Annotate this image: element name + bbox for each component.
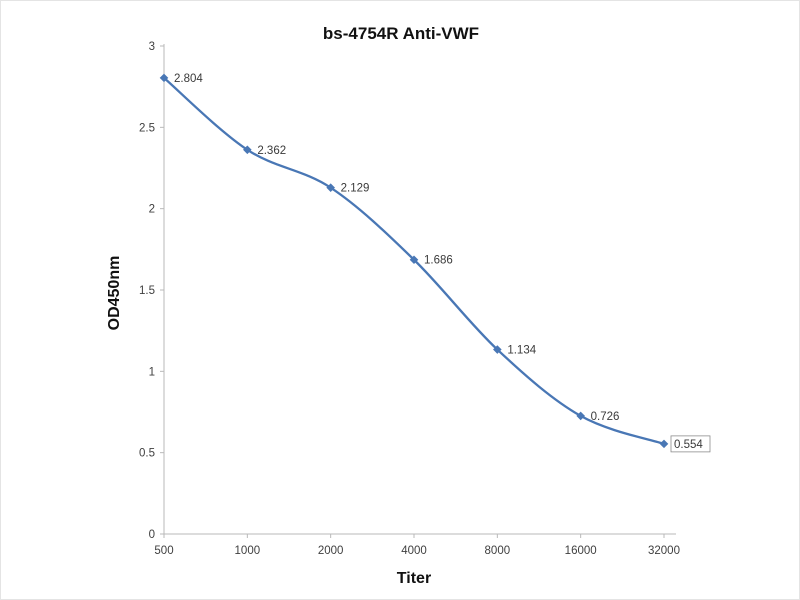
- x-tick-label: 1000: [235, 545, 261, 557]
- data-point-label: 0.726: [591, 411, 620, 423]
- data-point-label: 2.362: [257, 145, 286, 157]
- data-point-marker: [409, 255, 419, 265]
- y-tick-label: 2: [149, 204, 155, 216]
- chart-title: bs-4754R Anti-VWF: [323, 24, 479, 43]
- data-point-marker: [493, 345, 502, 354]
- data-point-label: 2.804: [174, 73, 203, 85]
- data-point-marker: [326, 183, 335, 192]
- y-tick-label: 1.5: [139, 285, 155, 297]
- y-tick-label: 1: [149, 366, 155, 378]
- data-point-label: 0.554: [674, 439, 703, 451]
- data-labels: 2.804 2.362 2.129 1.686 1.134 0.726 0.554: [174, 73, 711, 453]
- y-axis-title: OD450nm: [106, 256, 123, 331]
- data-label-box: [670, 435, 711, 453]
- data-point-marker: [659, 439, 669, 449]
- x-tick-label: 16000: [565, 545, 597, 557]
- x-axis-title: Titer: [397, 570, 431, 587]
- data-point-label: 1.134: [507, 345, 536, 357]
- y-tick-label: 0: [149, 529, 155, 541]
- data-point-label: 1.686: [424, 255, 453, 267]
- y-tick-label: 2.5: [139, 122, 155, 134]
- x-tick-label: 4000: [401, 545, 427, 557]
- y-tick-label: 0.5: [139, 448, 155, 460]
- data-point-marker: [243, 145, 252, 155]
- x-tick-label: 32000: [648, 545, 680, 557]
- y-tick-label: 3: [149, 41, 155, 53]
- x-tick-label: 2000: [318, 545, 344, 557]
- data-series: [159, 73, 669, 449]
- x-tick-label: 500: [154, 545, 173, 557]
- data-point-marker: [159, 73, 169, 83]
- data-point-label: 2.129: [341, 183, 370, 195]
- data-point-marker: [576, 411, 585, 421]
- x-tick-label: 8000: [485, 545, 511, 557]
- axes: 0 0.5 1 1.5 2 2.5 3 500 1000 2000 4000 8000 16000 320…: [139, 41, 680, 557]
